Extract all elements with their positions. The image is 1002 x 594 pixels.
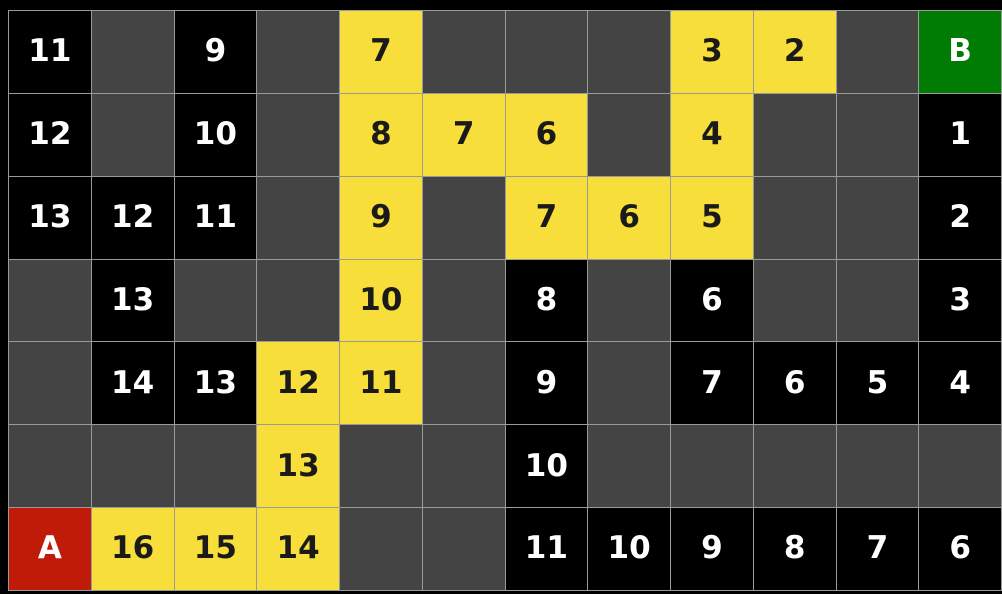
open-cell[interactable]: 14 [90, 341, 175, 426]
maze-grid-row: 11 9 7 3 2 B [8, 10, 1002, 94]
open-cell[interactable]: 13 [90, 258, 175, 343]
maze-grid-row: 14 13 12 11 9 7 6 5 4 [8, 341, 1002, 426]
open-cell[interactable]: 13 [8, 175, 92, 260]
open-cell[interactable]: 11 [173, 175, 258, 260]
wall-cell[interactable] [339, 424, 423, 509]
path-cell[interactable]: 14 [256, 507, 340, 591]
path-cell[interactable]: 11 [339, 341, 423, 426]
open-cell[interactable]: 12 [8, 92, 92, 177]
wall-cell[interactable] [256, 175, 340, 260]
maze-grid-body: 11 9 7 3 2 B 12 10 8 7 6 4 1 13 12 11 9 7 6 5 2 13 10 8 6 3 14 13 12… [8, 10, 1002, 591]
wall-cell[interactable] [256, 258, 340, 343]
open-cell[interactable]: 9 [670, 507, 754, 591]
open-cell[interactable]: 6 [918, 507, 1002, 591]
open-cell[interactable]: 4 [918, 341, 1002, 426]
path-cell[interactable]: 7 [421, 92, 506, 177]
maze-grid-row: A 16 15 14 11 10 9 8 7 6 [8, 507, 1002, 591]
maze-grid-row: 13 10 [8, 424, 1002, 509]
path-cell[interactable]: 15 [173, 507, 258, 591]
wall-cell[interactable] [421, 10, 506, 94]
path-cell[interactable]: 12 [256, 341, 340, 426]
wall-cell[interactable] [587, 424, 671, 509]
maze-grid-container: 11 9 7 3 2 B 12 10 8 7 6 4 1 13 12 11 9 7 6 5 2 13 10 8 6 3 14 13 12… [8, 10, 1002, 591]
wall-cell[interactable] [752, 424, 837, 509]
wall-cell[interactable] [8, 341, 92, 426]
wall-cell[interactable] [504, 10, 589, 94]
wall-cell[interactable] [8, 258, 92, 343]
path-cell[interactable]: 9 [339, 175, 423, 260]
open-cell[interactable]: 8 [752, 507, 837, 591]
open-cell[interactable]: 7 [670, 341, 754, 426]
open-cell[interactable]: 8 [504, 258, 589, 343]
start-cell[interactable]: A [8, 507, 92, 591]
wall-cell[interactable] [421, 507, 506, 591]
open-cell[interactable]: 6 [752, 341, 837, 426]
path-cell[interactable]: 5 [670, 175, 754, 260]
wall-cell[interactable] [421, 175, 506, 260]
wall-cell[interactable] [835, 175, 920, 260]
wall-cell[interactable] [587, 10, 671, 94]
path-cell[interactable]: 13 [256, 424, 340, 509]
wall-cell[interactable] [835, 424, 920, 509]
open-cell[interactable]: 1 [918, 92, 1002, 177]
wall-cell[interactable] [90, 10, 175, 94]
wall-cell[interactable] [835, 258, 920, 343]
wall-cell[interactable] [173, 424, 258, 509]
path-cell[interactable]: 3 [670, 10, 754, 94]
open-cell[interactable]: 12 [90, 175, 175, 260]
open-cell[interactable]: 6 [670, 258, 754, 343]
wall-cell[interactable] [90, 424, 175, 509]
path-cell[interactable]: 6 [587, 175, 671, 260]
open-cell[interactable]: 2 [918, 175, 1002, 260]
goal-cell[interactable]: B [918, 10, 1002, 94]
maze-grid-row: 12 10 8 7 6 4 1 [8, 92, 1002, 177]
open-cell[interactable]: 11 [8, 10, 92, 94]
open-cell[interactable]: 11 [504, 507, 589, 591]
path-cell[interactable]: 10 [339, 258, 423, 343]
open-cell[interactable]: 13 [173, 341, 258, 426]
open-cell[interactable]: 10 [587, 507, 671, 591]
open-cell[interactable]: 10 [504, 424, 589, 509]
wall-cell[interactable] [256, 92, 340, 177]
wall-cell[interactable] [918, 424, 1002, 509]
wall-cell[interactable] [339, 507, 423, 591]
wall-cell[interactable] [173, 258, 258, 343]
wall-cell[interactable] [587, 92, 671, 177]
wall-cell[interactable] [752, 175, 837, 260]
path-cell[interactable]: 2 [752, 10, 837, 94]
open-cell[interactable]: 9 [173, 10, 258, 94]
wall-cell[interactable] [421, 424, 506, 509]
open-cell[interactable]: 9 [504, 341, 589, 426]
open-cell[interactable]: 10 [173, 92, 258, 177]
path-cell[interactable]: 6 [504, 92, 589, 177]
maze-grid-row: 13 12 11 9 7 6 5 2 [8, 175, 1002, 260]
wall-cell[interactable] [421, 258, 506, 343]
path-cell[interactable]: 16 [90, 507, 175, 591]
maze-grid-row: 13 10 8 6 3 [8, 258, 1002, 343]
path-cell[interactable]: 7 [339, 10, 423, 94]
wall-cell[interactable] [835, 92, 920, 177]
open-cell[interactable]: 5 [835, 341, 920, 426]
open-cell[interactable]: 7 [835, 507, 920, 591]
wall-cell[interactable] [256, 10, 340, 94]
wall-cell[interactable] [421, 341, 506, 426]
wall-cell[interactable] [670, 424, 754, 509]
wall-cell[interactable] [752, 92, 837, 177]
path-cell[interactable]: 8 [339, 92, 423, 177]
wall-cell[interactable] [835, 10, 920, 94]
path-cell[interactable]: 4 [670, 92, 754, 177]
wall-cell[interactable] [587, 341, 671, 426]
open-cell[interactable]: 3 [918, 258, 1002, 343]
wall-cell[interactable] [752, 258, 837, 343]
wall-cell[interactable] [587, 258, 671, 343]
wall-cell[interactable] [90, 92, 175, 177]
maze-grid: 11 9 7 3 2 B 12 10 8 7 6 4 1 13 12 11 9 7 6 5 2 13 10 8 6 3 14 13 12… [8, 10, 1002, 591]
wall-cell[interactable] [8, 424, 92, 509]
path-cell[interactable]: 7 [504, 175, 589, 260]
